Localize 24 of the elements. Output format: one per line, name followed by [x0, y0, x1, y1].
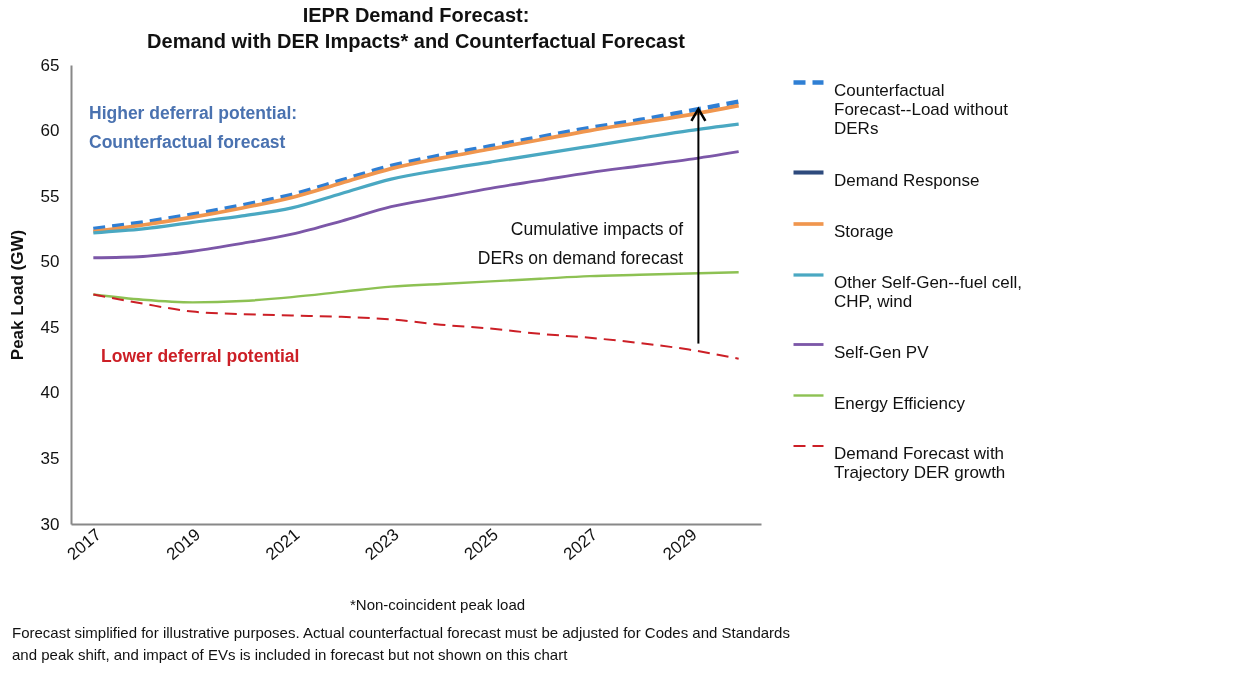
legend-label: Counterfactual Forecast--Load without DERs: [834, 80, 1009, 138]
y-tick-label: 50: [40, 252, 60, 272]
legend-label: Demand Response: [834, 170, 980, 190]
annotation: Lower deferral potential: [101, 346, 300, 366]
y-tick-label: 30: [40, 514, 60, 534]
y-tick-label: 40: [40, 383, 60, 403]
y-tick-label: 55: [40, 186, 60, 206]
y-axis-title: Peak Load (GW): [7, 229, 27, 361]
line-series: [92, 271, 740, 304]
text: *Non-coincident peak load: [350, 595, 526, 615]
chart-subtitle: Demand with DER Impacts* and Counterfactual Forecast: [147, 30, 686, 52]
legend-label: Energy Efficiency: [834, 393, 966, 413]
y-tick-label: 60: [40, 121, 60, 141]
legend-label: Demand Forecast with Trajectory DER growth: [834, 444, 1006, 482]
y-tick-label: 65: [40, 55, 60, 75]
annotation: Cumulative impacts of DERs on demand forecast: [477, 219, 684, 268]
legend-label: Self-Gen PV: [834, 342, 930, 362]
chart-title: IEPR Demand Forecast:: [302, 4, 530, 26]
annotation: Higher deferral potential: Counterfactual forecast: [89, 103, 298, 152]
legend-label: Other Self-Gen--fuel cell, CHP, wind: [834, 273, 1023, 311]
legend-label: Storage: [834, 222, 894, 241]
text: Forecast simplified for illustrative purposes. Actual counterfactual forecast must be adjusted for Codes and Standards and peak shift, and impact of EVs is included in forecast but not shown on this chart: [12, 623, 790, 665]
y-tick-label: 35: [40, 448, 60, 468]
y-tick-label: 45: [40, 317, 60, 337]
